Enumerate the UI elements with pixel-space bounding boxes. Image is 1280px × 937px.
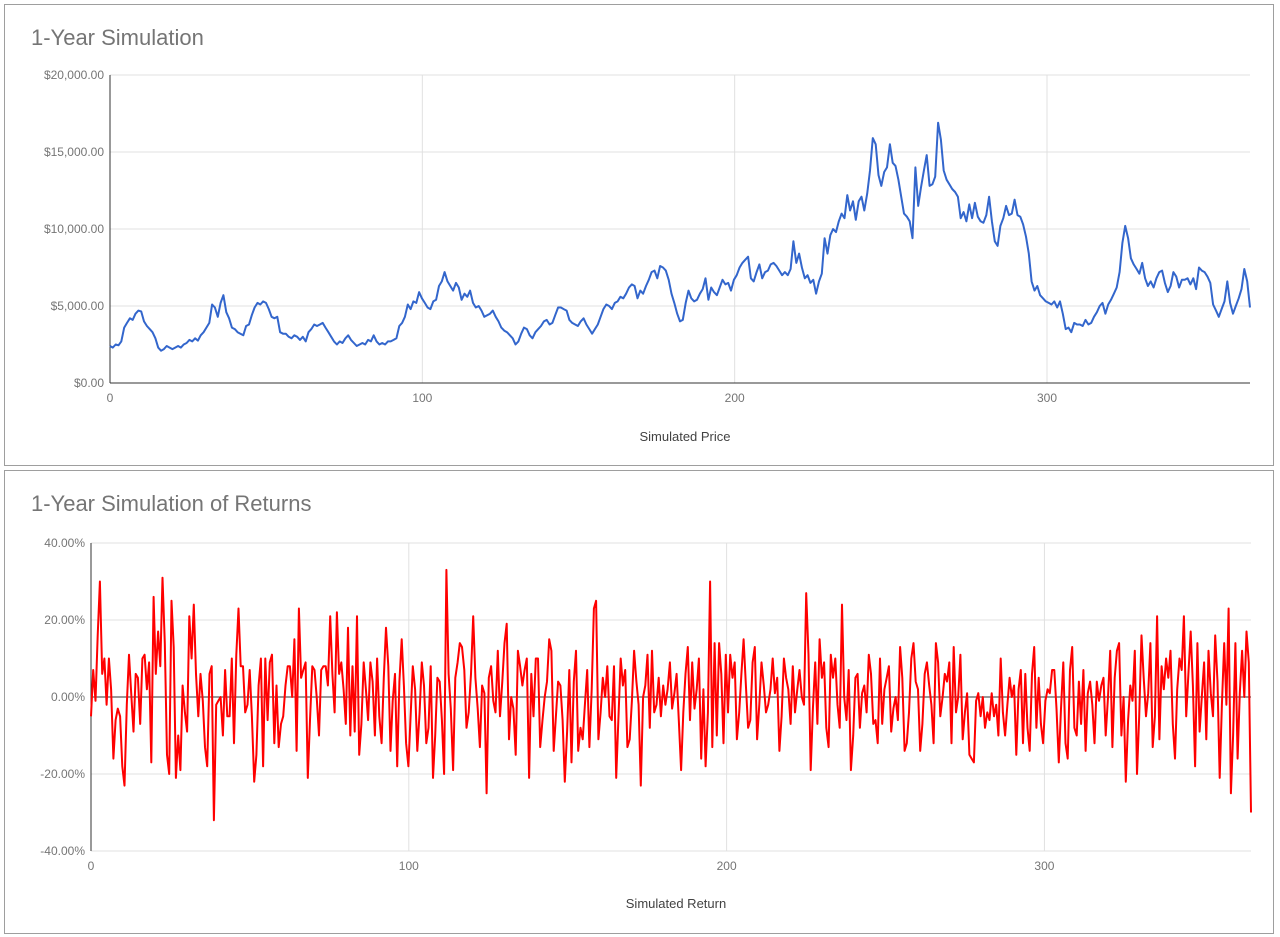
x-tick-label: 0: [88, 859, 95, 873]
y-tick-label: 20.00%: [44, 613, 85, 627]
y-tick-label: 40.00%: [44, 536, 85, 550]
x-axis-label: Simulated Return: [626, 896, 726, 911]
series-line: [109, 121, 1251, 352]
series-line: [90, 568, 1252, 822]
y-tick-label: 0.00%: [51, 690, 85, 704]
x-axis-label: Simulated Price: [639, 429, 730, 444]
x-tick-label: 300: [1034, 859, 1054, 873]
x-tick-label: 200: [725, 391, 745, 405]
y-tick-label: $10,000.00: [44, 222, 104, 236]
y-tick-label: $15,000.00: [44, 145, 104, 159]
x-tick-label: 100: [399, 859, 419, 873]
x-tick-label: 100: [412, 391, 432, 405]
y-tick-label: $5,000.00: [51, 299, 105, 313]
chart-title: 1-Year Simulation of Returns: [31, 491, 312, 516]
y-tick-label: $20,000.00: [44, 68, 104, 82]
y-tick-label: -40.00%: [40, 844, 85, 858]
y-tick-label: $0.00: [74, 376, 104, 390]
returns-chart: -40.00% -20.00% 0.00% 20.00% 40.00% 0 100 200 30…: [40, 536, 1252, 911]
y-tick-label: -20.00%: [40, 767, 85, 781]
price-chart: $0.00 $5,000.00 $10,000.00 $15,000.00 $20,00…: [44, 68, 1251, 444]
x-tick-label: 0: [107, 391, 114, 405]
returns-chart-panel: 1-Year Simulation of Returns -40.00% -20.…: [4, 470, 1274, 934]
x-tick-label: 200: [717, 859, 737, 873]
x-tick-label: 300: [1037, 391, 1057, 405]
chart-title: 1-Year Simulation: [31, 25, 204, 50]
price-chart-panel: 1-Year Simulation $0.00 $5,000.00 $10,000.…: [4, 4, 1274, 466]
